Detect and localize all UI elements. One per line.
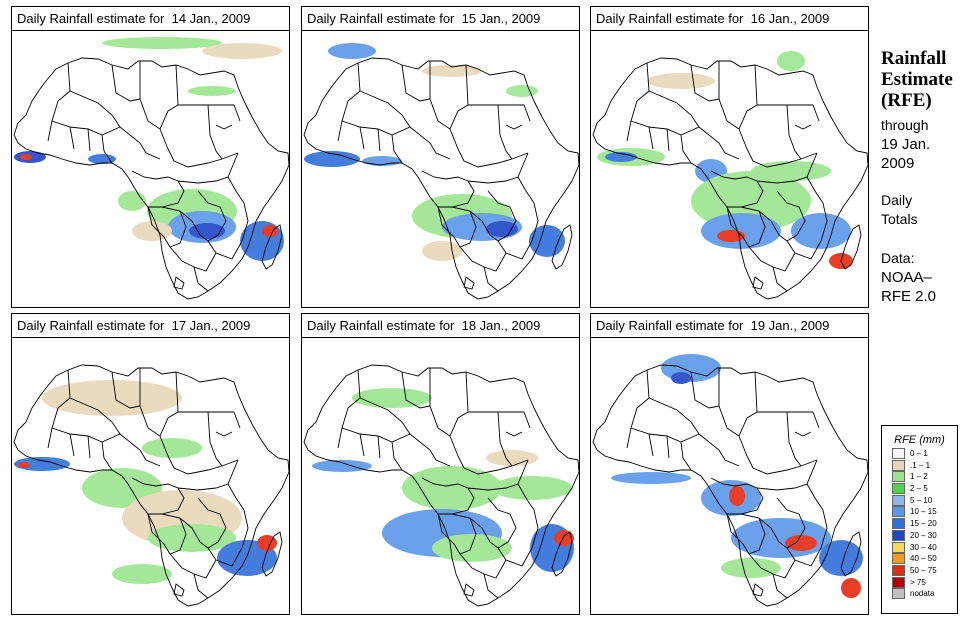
sidebar-data-source: Data: NOAA– RFE 2.0 (881, 249, 965, 306)
map-panel-3: Daily Rainfall estimate for 16 Jan., 200… (590, 6, 869, 308)
legend-item: 15 – 20 (892, 518, 957, 530)
legend-label: 15 – 20 (910, 519, 937, 529)
map-panel-1: Daily Rainfall estimate for 14 Jan., 200… (11, 6, 290, 308)
legend-swatch (892, 518, 905, 530)
legend-label: 50 – 75 (910, 565, 937, 575)
legend-item: 50 – 75 (892, 564, 957, 577)
rainfall-map (12, 31, 289, 307)
legend-item: .1 – 1 (892, 459, 957, 472)
panel-title: Daily Rainfall estimate for 16 Jan., 200… (591, 7, 868, 31)
through-label: through (881, 117, 929, 133)
sidebar-totals: Daily Totals (881, 191, 965, 229)
legend-title: RFE (mm) (894, 434, 945, 446)
data-label: Data: (881, 250, 915, 266)
legend-item: 30 – 40 (892, 541, 957, 554)
legend-item: 5 – 10 (892, 494, 957, 507)
legend-swatch (892, 564, 905, 576)
panel-title: Daily Rainfall estimate for 19 Jan., 200… (591, 314, 868, 338)
legend-label: 2 – 5 (910, 484, 928, 494)
legend-label: 40 – 50 (910, 554, 937, 564)
sidebar-title-line: Estimate (881, 69, 953, 90)
panel-title: Daily Rainfall estimate for 18 Jan., 200… (302, 314, 579, 338)
sidebar-title: Rainfall Estimate (RFE) (881, 48, 965, 111)
legend-item: nodata (892, 588, 957, 600)
legend-swatch (892, 483, 905, 495)
sidebar-title-line: Rainfall (881, 48, 947, 69)
data-source: NOAA– (881, 269, 932, 286)
map-panel-5: Daily Rainfall estimate for 18 Jan., 200… (301, 313, 580, 615)
rainfall-map (302, 338, 579, 614)
legend-item: > 75 (892, 576, 957, 589)
legend-label: > 75 (910, 577, 926, 587)
legend-swatch (892, 588, 905, 600)
legend-label: 20 – 30 (910, 530, 937, 540)
legend-label: .1 – 1 (910, 460, 931, 470)
legend-item: 20 – 30 (892, 529, 957, 542)
map-panel-6: Daily Rainfall estimate for 19 Jan., 200… (590, 313, 869, 615)
totals-label: Totals (881, 211, 918, 227)
sidebar-title-line: (RFE) (881, 90, 932, 111)
totals-label: Daily (881, 192, 913, 208)
panel-title: Daily Rainfall estimate for 15 Jan., 200… (302, 7, 579, 31)
legend-item: 1 – 2 (892, 471, 957, 483)
legend-label: 1 – 2 (910, 472, 928, 482)
legend-label: 5 – 10 (910, 495, 933, 505)
map-panel-2: Daily Rainfall estimate for 15 Jan., 200… (301, 6, 580, 308)
map-panel-4: Daily Rainfall estimate for 17 Jan., 200… (11, 313, 290, 615)
legend-swatch (892, 471, 905, 483)
legend-swatch (892, 576, 905, 588)
legend-item: 2 – 5 (892, 483, 957, 495)
legend-swatch (892, 459, 905, 471)
rainfall-map (591, 31, 868, 307)
legend-item: 40 – 50 (892, 553, 957, 565)
rainfall-map (12, 338, 289, 614)
legend-label: 0 – 1 (910, 449, 928, 458)
rainfall-map (302, 31, 579, 307)
legend-swatch (892, 448, 905, 459)
legend-label: nodata (910, 589, 935, 599)
legend-label: 10 – 15 (910, 507, 937, 517)
legend-label: 30 – 40 (910, 542, 937, 552)
legend-item: 0 – 1 (892, 448, 957, 460)
sidebar-through: through 19 Jan. 2009 (881, 116, 965, 173)
panel-title: Daily Rainfall estimate for 14 Jan., 200… (12, 7, 289, 31)
legend-swatch (892, 494, 905, 506)
through-date: 2009 (881, 155, 915, 172)
legend-swatch (892, 541, 905, 553)
panel-title: Daily Rainfall estimate for 17 Jan., 200… (12, 314, 289, 338)
legend-item: 10 – 15 (892, 506, 957, 518)
data-source: RFE 2.0 (881, 288, 937, 305)
legend-swatch (892, 553, 905, 565)
rainfall-map (591, 338, 868, 614)
through-date: 19 Jan. (881, 136, 931, 153)
legend-swatch (892, 529, 905, 541)
legend-swatch (892, 506, 905, 518)
